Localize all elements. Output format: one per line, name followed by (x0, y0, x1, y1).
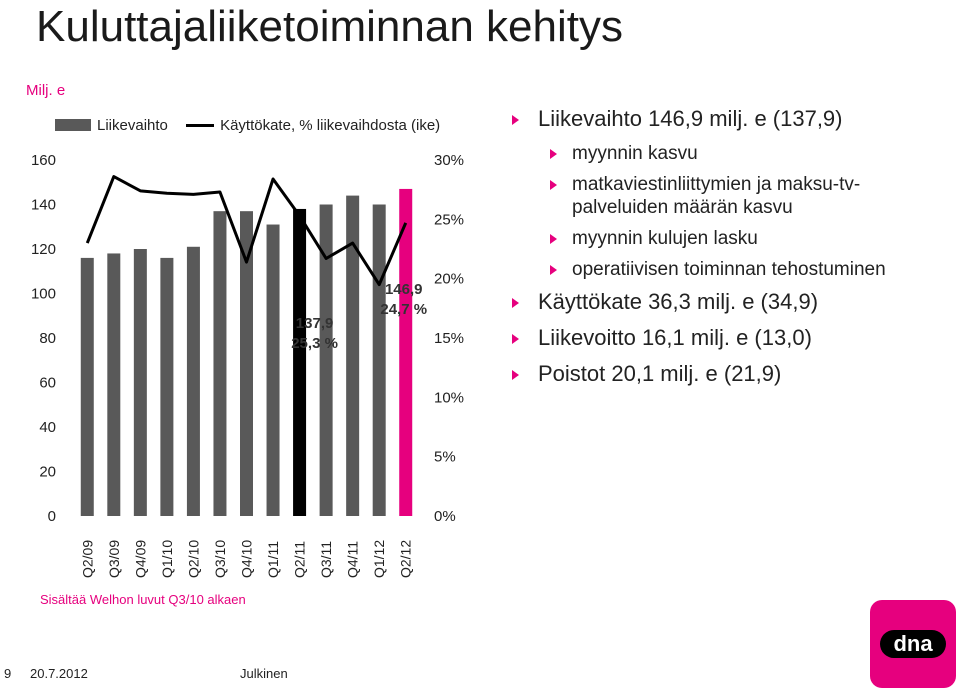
y-left-tick: 20 (39, 464, 56, 481)
y-left-tick: 160 (31, 152, 56, 169)
annotation-pct-Q2-11: 25,3 % (291, 335, 338, 352)
y-right-tick: 20% (434, 271, 464, 288)
annotation-value-Q2-11: 137,9 (296, 315, 334, 332)
bullet-item-1: myynnin kasvu (508, 142, 948, 165)
bullet-item-3: myynnin kulujen lasku (508, 227, 948, 250)
x-tick-Q2-12: Q2/12 (398, 540, 414, 578)
y-right-tick: 5% (434, 449, 456, 466)
x-tick-Q4-11: Q4/11 (345, 541, 361, 578)
bar-Q2-10 (186, 246, 200, 516)
y-right-tick: 0% (434, 508, 456, 525)
bar-Q4-10 (240, 211, 253, 517)
unit-label: Milj. e (26, 82, 66, 99)
revenue-ebitda-chart: 0 20 40 60 80 100 120 140 160 0% 5% 10% 15% 20% 25% 30%… (31, 152, 464, 578)
x-tick-Q3-09: Q3/09 (106, 540, 122, 578)
x-tick-Q2-10: Q2/10 (185, 540, 201, 578)
y-left-tick: 0 (48, 508, 56, 525)
y-left-tick: 40 (39, 419, 56, 436)
bar-Q3-10 (213, 211, 227, 517)
y-left-tick: 120 (31, 241, 56, 258)
bar-Q1-12 (372, 204, 386, 516)
bar-Q1-11 (266, 224, 280, 516)
y-right-tick: 10% (434, 389, 464, 406)
annotation-pct-Q2-12: 24,7 % (380, 301, 427, 318)
bar-Q4-09 (133, 249, 147, 516)
bullet-item-7: Poistot 20,1 milj. e (21,9) (508, 361, 948, 387)
y-left-tick: 100 (31, 286, 56, 303)
y-right-tick: 15% (434, 330, 464, 347)
dna-logo-mark: dna (880, 630, 946, 658)
x-tick-Q4-10: Q4/10 (239, 540, 255, 578)
bar-Q1-10 (160, 257, 174, 516)
bullet-item-5: Käyttökate 36,3 milj. e (34,9) (508, 289, 948, 315)
ebitda-line (85, 175, 408, 287)
welho-note: Sisältää Welhon luvut Q3/10 alkaen (40, 592, 246, 607)
dna-logo-icon: dna (870, 600, 956, 688)
x-tick-Q1-12: Q1/12 (371, 540, 387, 578)
chart-legend: Liikevaihto Käyttökate, % liikevaihdosta… (55, 116, 440, 134)
y-left-tick: 80 (39, 330, 56, 347)
bullet-item-6: Liikevoitto 16,1 milj. e (13,0) (508, 325, 948, 351)
y-left-tick: 140 (31, 197, 56, 214)
bar-Q2-09 (80, 257, 94, 516)
x-tick-Q3-11: Q3/11 (318, 541, 334, 578)
x-tick-Q4-09: Q4/09 (132, 540, 148, 578)
bar-Q4-11 (346, 195, 360, 516)
x-tick-Q1-10: Q1/10 (159, 540, 175, 578)
bullet-item-2: matkaviestinliittymien ja maksu-tv-palve… (508, 173, 948, 219)
footer-classification: Julkinen (240, 666, 288, 681)
bar-Q3-09 (107, 253, 121, 516)
legend-line-label: Käyttökate, % liikevaihdosta (ike) (220, 116, 441, 134)
y-right-tick: 30% (434, 152, 464, 169)
dna-logo-text: dna (893, 631, 933, 656)
x-tick-Q2-09: Q2/09 (79, 540, 95, 578)
y-left-tick: 60 (39, 375, 56, 392)
bullet-item-0: Liikevaihto 146,9 milj. e (137,9) (508, 106, 948, 132)
legend-bar-swatch (55, 119, 91, 132)
bullet-list: Liikevaihto 146,9 milj. e (137,9) myynnin… (508, 106, 948, 397)
page-number: 9 (4, 666, 12, 681)
y-right-tick: 25% (434, 211, 464, 228)
legend-line-swatch (186, 123, 215, 127)
bar-Q2-11 (293, 208, 307, 516)
slide-title: Kuluttajaliiketoiminnan kehitys (36, 2, 623, 51)
x-tick-Q2-11: Q2/11 (292, 541, 308, 578)
bar-Q2-12 (399, 188, 413, 517)
bullet-item-4: operatiivisen toiminnan tehostuminen (508, 258, 948, 281)
annotation-value-Q2-12: 146,9 (385, 281, 423, 298)
x-tick-Q1-11: Q1/11 (265, 541, 281, 578)
footer-date: 20.7.2012 (30, 666, 88, 681)
legend-bar-label: Liikevaihto (97, 116, 168, 134)
bar-Q3-11 (319, 204, 333, 516)
x-tick-Q3-10: Q3/10 (212, 540, 228, 578)
